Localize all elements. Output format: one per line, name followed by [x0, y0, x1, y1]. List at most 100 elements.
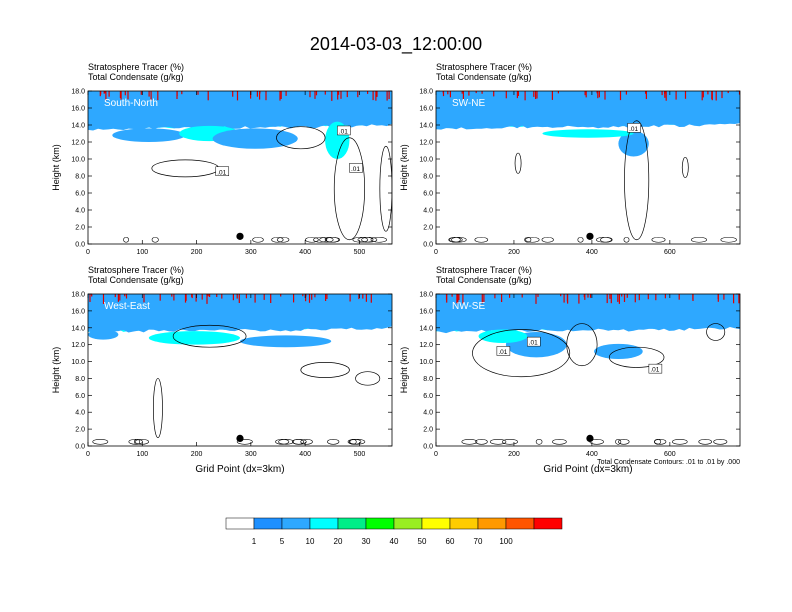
- tracer-streak: [372, 91, 374, 101]
- tracer-blob: [212, 128, 298, 149]
- y-tick-label: 12.0: [419, 342, 433, 349]
- x-tick-label: 600: [664, 451, 676, 458]
- tracer-streak: [256, 91, 258, 97]
- tracer-streak: [325, 294, 327, 301]
- colorbar-swatch: [449, 517, 479, 530]
- colorbar-swatch: [421, 517, 451, 530]
- tracer-streak: [462, 294, 464, 304]
- x-tick-label: 400: [586, 451, 598, 458]
- tracer-streak: [143, 294, 145, 303]
- y-tick-label: 4.0: [423, 208, 433, 215]
- contour-label: .01: [337, 125, 351, 135]
- tracer-streak: [457, 294, 459, 304]
- tracer-streak: [701, 91, 703, 101]
- panel-label: SW-NE: [452, 98, 485, 109]
- colorbar: 1 5 10 20 30 40 50 60 70 100: [225, 517, 563, 546]
- tracer-streak: [645, 91, 647, 99]
- tracer-streak: [715, 91, 717, 101]
- condensate-contour: [514, 152, 522, 174]
- tracer-streak: [493, 91, 495, 97]
- panel-south-north: Stratosphere Tracer (%)Total Condensate …: [51, 62, 393, 256]
- tracer-streak: [727, 91, 729, 94]
- surface-contour: [524, 236, 532, 243]
- tracer-streak: [265, 91, 267, 101]
- tracer-streak: [494, 294, 496, 299]
- tracer-streak: [665, 91, 667, 101]
- tracer-streak: [365, 294, 367, 302]
- y-tick-label: 0.0: [75, 444, 85, 451]
- tracer-streak: [451, 294, 453, 297]
- axis-frame: [435, 90, 741, 245]
- tracer-streak: [280, 91, 282, 99]
- surface-contour: [291, 438, 307, 445]
- tracer-streak: [119, 294, 121, 301]
- surface-contour: [461, 438, 478, 445]
- tracer-streak: [305, 294, 307, 297]
- tracer-streak: [117, 294, 119, 302]
- tracer-streak: [619, 91, 622, 101]
- tracer-streak: [587, 294, 589, 298]
- tracer-streak: [589, 294, 592, 298]
- y-axis-label: Height (km): [399, 144, 409, 191]
- tracer-streak: [537, 294, 539, 297]
- tracer-streak: [119, 91, 121, 98]
- tracer-streak: [481, 294, 483, 304]
- tracer-streak: [456, 294, 458, 304]
- panel-header-condensate: Total Condensate (g/kg): [88, 275, 184, 285]
- panel-field: .01: [436, 91, 740, 244]
- contour-label: .01: [349, 163, 363, 173]
- y-tick-label: 12.0: [71, 140, 85, 147]
- x-tick-label: 600: [664, 249, 676, 256]
- y-tick-label: 4.0: [75, 208, 85, 215]
- panel-header-tracer: Stratosphere Tracer (%): [436, 62, 532, 72]
- tracer-streak: [207, 91, 209, 101]
- location-marker: [236, 434, 244, 442]
- surface-contour: [352, 236, 369, 243]
- surface-contour: [349, 438, 357, 445]
- tracer-streak: [357, 91, 359, 98]
- surface-contour: [698, 438, 713, 445]
- x-tick-label: 100: [136, 451, 148, 458]
- tracer-streak: [124, 91, 126, 96]
- tracer-streak: [311, 294, 313, 300]
- tracer-streak: [638, 294, 640, 301]
- tracer-streak: [259, 91, 261, 100]
- y-tick-label: 4.0: [75, 410, 85, 417]
- tracer-streak: [358, 294, 360, 300]
- x-tick-label: 200: [191, 249, 203, 256]
- tracer-streak: [91, 294, 93, 297]
- surface-contour: [615, 438, 622, 445]
- tracer-streak: [606, 294, 608, 304]
- panel-header-condensate: Total Condensate (g/kg): [88, 72, 184, 82]
- tracer-streak: [120, 91, 122, 100]
- y-tick-label: 16.0: [71, 308, 85, 315]
- tracer-streak: [462, 91, 464, 100]
- tracer-streak: [664, 91, 666, 98]
- y-tick-label: 10.0: [71, 157, 85, 164]
- tracer-streak: [678, 294, 680, 300]
- condensate-contour: [608, 346, 665, 368]
- surface-contour: [720, 236, 737, 243]
- colorbar-label: 100: [499, 537, 513, 546]
- tracer-streak: [647, 294, 649, 300]
- tracer-streak: [191, 294, 193, 299]
- surface-contour: [357, 236, 374, 243]
- tracer-streak: [386, 91, 388, 101]
- tracer-streak: [563, 294, 565, 303]
- tracer-streak: [140, 91, 142, 95]
- tracer-streak: [293, 294, 295, 303]
- tracer-streak: [733, 294, 735, 304]
- colorbar-swatch: [337, 517, 367, 530]
- condensate-contour: [355, 371, 381, 386]
- colorbar-label: 60: [446, 537, 455, 546]
- colorbar-swatch: [505, 517, 535, 530]
- contour-label: .01: [527, 336, 541, 347]
- tracer-streak: [181, 91, 183, 95]
- y-tick-label: 8.0: [75, 174, 85, 181]
- axis-frame: [87, 90, 393, 245]
- tracer-streak: [483, 294, 485, 302]
- y-tick-label: 18.0: [71, 292, 85, 299]
- colorbar-swatch: [533, 517, 563, 530]
- tracer-streak: [610, 294, 612, 304]
- contour-label-text: .01: [529, 340, 538, 347]
